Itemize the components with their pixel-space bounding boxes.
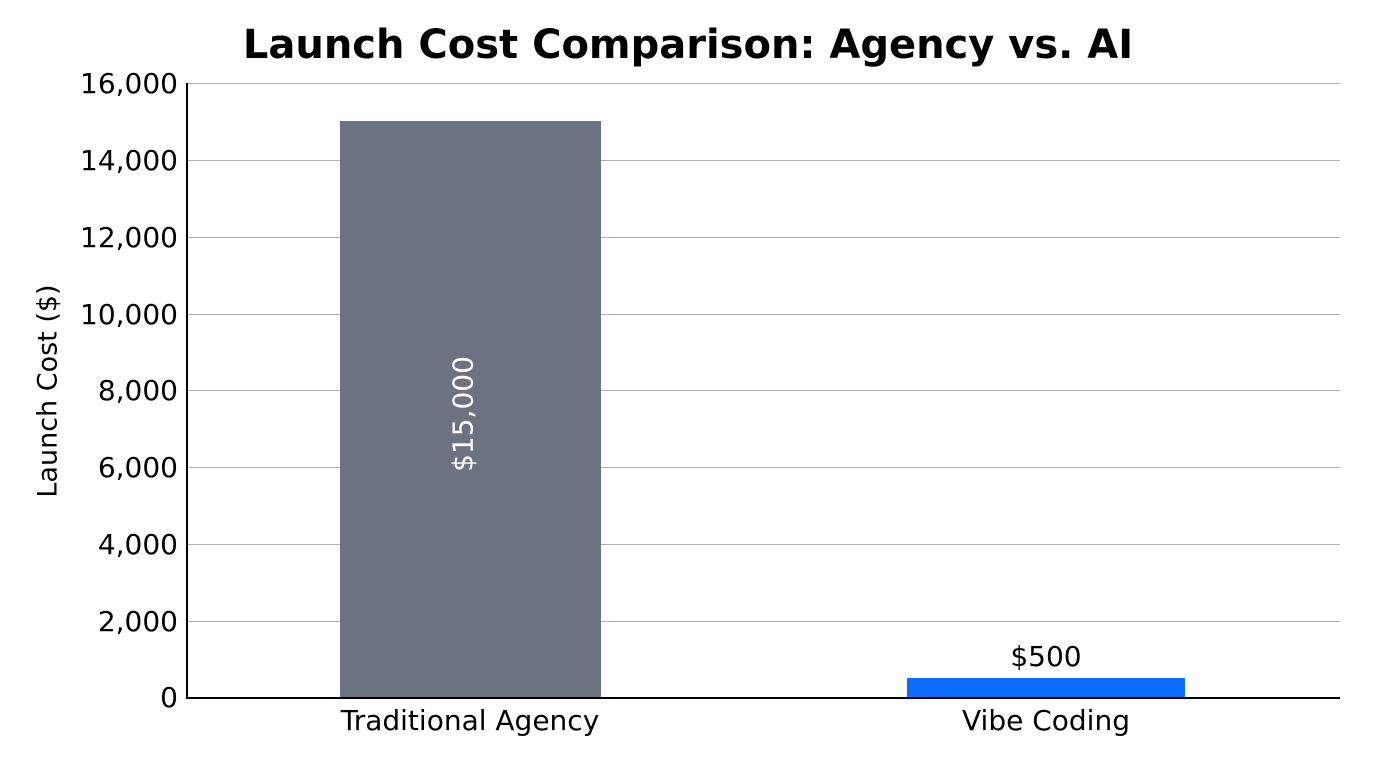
gridline [186,237,1340,238]
gridline [186,314,1340,315]
gridline [186,83,1340,84]
bar-value-label: $500 [1010,640,1082,673]
x-tick-label: Vibe Coding [962,704,1130,737]
gridline [186,467,1340,468]
y-tick-label: 2,000 [97,605,178,638]
gridline [186,390,1340,391]
y-tick-label: 14,000 [80,144,178,177]
gridline [186,621,1340,622]
bar-value-label: $15,000 [446,356,480,472]
bar-vibe-coding [907,678,1185,698]
gridline [186,544,1340,545]
y-tick-label: 12,000 [80,221,178,254]
y-tick-label: 6,000 [97,451,178,484]
y-tick-label: 16,000 [80,67,178,100]
x-tick-label: Traditional Agency [340,704,600,737]
y-axis [186,83,188,698]
y-tick-label: 10,000 [80,298,178,331]
y-axis-label: Launch Cost ($) [32,284,64,498]
y-tick-label: 0 [160,681,178,714]
plot-area [186,83,1340,698]
bar-traditional-agency [340,121,601,698]
chart-title: Launch Cost Comparison: Agency vs. AI [242,22,1134,68]
y-tick-label: 4,000 [97,528,178,561]
x-axis [186,697,1340,699]
y-tick-label: 8,000 [97,374,178,407]
gridline [186,160,1340,161]
